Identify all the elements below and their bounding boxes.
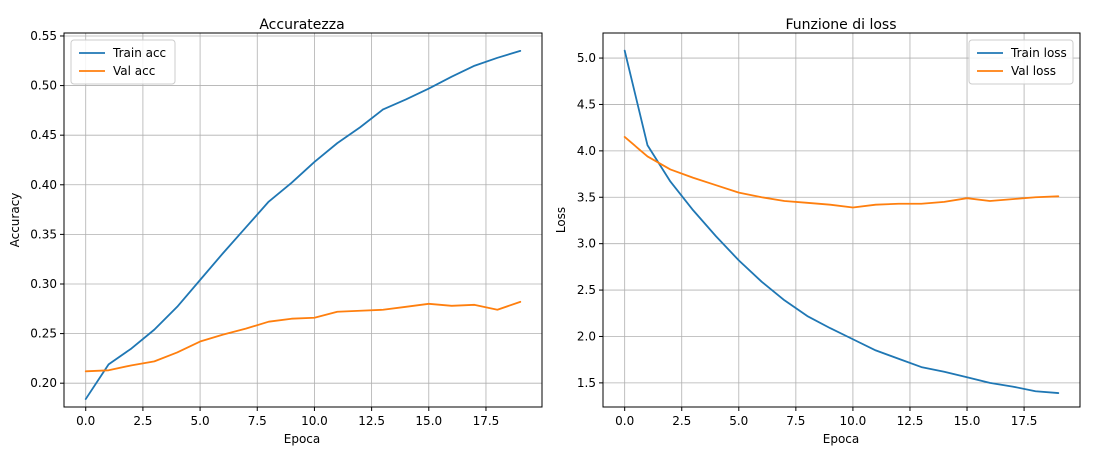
accuracy-chart: Accuratezza Epoca Accuracy 0.0 2.5 5.0 7.5 1… [8,17,543,446]
y-tick-label: 2.5 [577,283,596,297]
legend-label: Val loss [1011,64,1056,78]
series-line-train [84,49,522,400]
series-line-val [84,300,522,373]
y-tick-label: 0.35 [30,227,57,241]
x-tick-label: 12.5 [358,414,385,428]
x-tick-label: 10.0 [840,414,867,428]
y-tick-label: 4.0 [577,144,596,158]
series-line-val [623,136,1060,209]
y-tick-label: 0.20 [30,376,57,390]
x-tick-label: 15.0 [954,414,981,428]
legend-box [70,39,176,85]
loss-chart: Funzione di loss Epoca Loss 0.0 2.5 5.0 7.5… [554,17,1081,446]
x-tick-label: 12.5 [897,414,924,428]
y-tick-label: 4.5 [577,97,596,111]
x-tick-label: 5.0 [729,414,748,428]
x-tick-label: 17.5 [1011,414,1038,428]
x-tick-label: 10.0 [301,414,328,428]
legend-label: Val acc [113,64,155,78]
x-tick-label: 7.5 [786,414,805,428]
legend: Train acc Val acc [70,39,176,85]
x-tick-label: 2.5 [133,414,152,428]
axes-frame [63,32,543,408]
y-tick-label: 0.50 [30,79,57,93]
x-tick-label: 17.5 [473,414,500,428]
series-line-train [623,49,1060,394]
y-tick-label: 3.0 [577,237,596,251]
x-axis-label: Epoca [823,432,860,446]
chart-title: Accuratezza [259,17,344,33]
x-tick-label: 7.5 [248,414,267,428]
y-tick-label: 3.5 [577,190,596,204]
x-axis-label: Epoca [284,432,321,446]
x-tick-label: 0.0 [615,414,634,428]
grid [603,33,1080,407]
y-axis-label: Loss [554,207,568,233]
legend-label: Train acc [112,46,166,60]
grid [64,33,542,407]
legend-box [968,39,1074,85]
x-tick-label: 5.0 [191,414,210,428]
x-tick-label: 0.0 [76,414,95,428]
x-tick-label: 15.0 [415,414,442,428]
y-tick-label: 0.40 [30,178,57,192]
y-tick-label: 2.0 [577,329,596,343]
y-axis-label: Accuracy [8,193,22,248]
chart-title: Funzione di loss [785,17,896,33]
y-tick-label: 0.25 [30,327,57,341]
y-tick-label: 0.45 [30,128,57,142]
legend-label: Train loss [1010,46,1067,60]
legend: Train loss Val loss [968,39,1074,85]
y-tick-label: 0.30 [30,277,57,291]
x-tick-label: 2.5 [672,414,691,428]
y-tick-label: 5.0 [577,51,596,65]
y-tick-label: 1.5 [577,376,596,390]
axes-frame [602,32,1081,408]
y-tick-label: 0.55 [30,29,57,43]
